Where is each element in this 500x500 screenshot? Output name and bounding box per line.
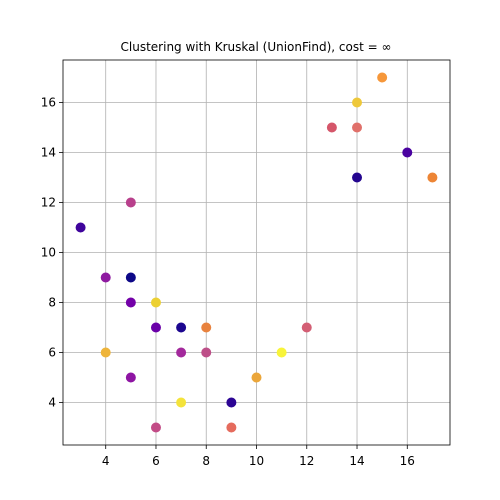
- x-tick-label: 16: [400, 454, 415, 468]
- scatter-point: [150, 422, 161, 433]
- x-tick-label: 10: [249, 454, 264, 468]
- scatter-point: [226, 422, 237, 433]
- scatter-point: [352, 172, 363, 183]
- scatter-point: [125, 297, 136, 308]
- y-tick-label: 12: [41, 196, 56, 210]
- grid-lines: [63, 60, 450, 445]
- scatter-point: [276, 347, 287, 358]
- scatter-point: [301, 322, 312, 333]
- x-tick-label: 6: [152, 454, 160, 468]
- y-tick-label: 14: [41, 146, 56, 160]
- scatter-point: [226, 397, 237, 408]
- x-tick-label: 4: [102, 454, 110, 468]
- x-tick-label: 14: [349, 454, 364, 468]
- scatter-point: [150, 322, 161, 333]
- y-tick-label: 10: [41, 246, 56, 260]
- x-tick-label: 8: [202, 454, 210, 468]
- scatter-point: [150, 297, 161, 308]
- scatter-point: [352, 122, 363, 133]
- data-points: [75, 72, 438, 433]
- scatter-point: [125, 197, 136, 208]
- scatter-point: [201, 347, 212, 358]
- scatter-point: [125, 272, 136, 283]
- y-axis-ticks: 4 6 8 10 12 14 16: [41, 96, 63, 410]
- scatter-point: [176, 347, 187, 358]
- scatter-point: [176, 322, 187, 333]
- y-tick-label: 6: [48, 346, 56, 360]
- x-axis-ticks: 4 6 8 10 12 14 16: [102, 445, 415, 468]
- chart-title: Clustering with Kruskal (UnionFind), cos…: [121, 40, 392, 54]
- scatter-point: [176, 397, 187, 408]
- scatter-point: [251, 372, 262, 383]
- scatter-point: [427, 172, 438, 183]
- scatter-point: [377, 72, 388, 83]
- scatter-point: [402, 147, 413, 158]
- y-tick-label: 4: [48, 396, 56, 410]
- x-tick-label: 12: [299, 454, 314, 468]
- scatter-point: [352, 97, 363, 108]
- y-tick-label: 8: [48, 296, 56, 310]
- scatter-point: [100, 347, 111, 358]
- scatter-point: [75, 222, 86, 233]
- scatter-point: [100, 272, 111, 283]
- y-tick-label: 16: [41, 96, 56, 110]
- scatter-point: [201, 322, 212, 333]
- scatter-point: [326, 122, 337, 133]
- scatter-point: [125, 372, 136, 383]
